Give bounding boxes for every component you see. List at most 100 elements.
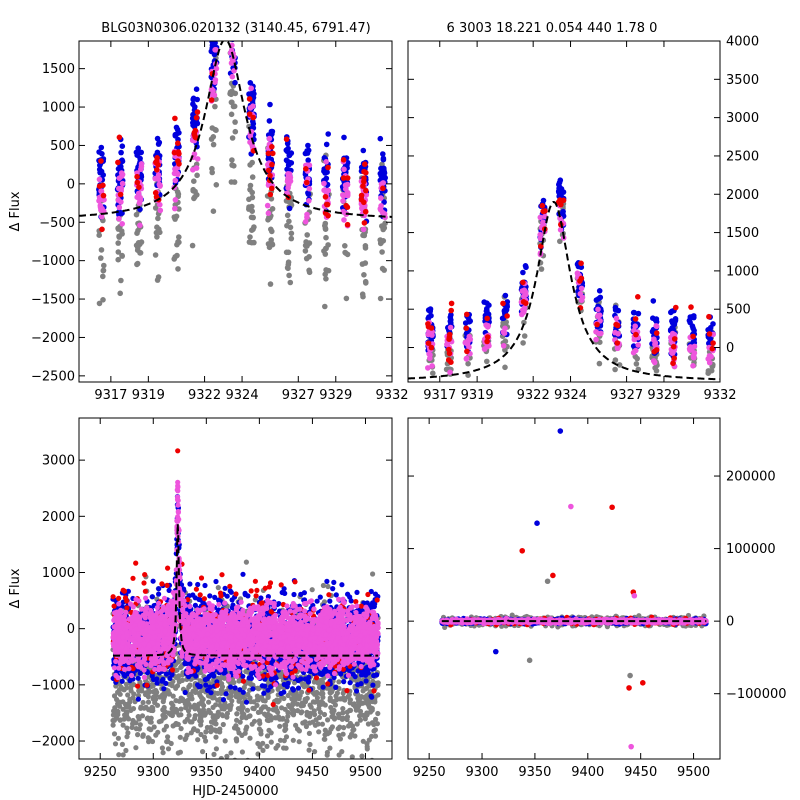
data-point xyxy=(360,293,366,300)
data-point xyxy=(224,704,230,710)
data-point xyxy=(119,252,125,259)
data-point xyxy=(425,321,431,327)
data-point xyxy=(183,699,189,705)
data-point xyxy=(122,701,128,707)
data-point xyxy=(192,706,198,712)
data-point xyxy=(596,312,603,319)
data-point xyxy=(190,167,196,173)
data-point xyxy=(342,243,348,249)
data-point xyxy=(191,178,197,184)
data-point xyxy=(340,175,347,181)
data-point xyxy=(288,230,295,237)
data-point xyxy=(710,321,716,327)
data-point xyxy=(369,694,375,700)
data-point xyxy=(373,716,379,723)
data-point xyxy=(249,174,256,180)
data-point xyxy=(172,197,179,203)
data-point xyxy=(324,201,331,208)
data-point xyxy=(307,714,313,720)
y-tick-label: 3500 xyxy=(726,73,759,88)
data-point xyxy=(209,41,215,45)
data-point xyxy=(579,294,586,301)
data-point xyxy=(372,733,379,739)
data-point xyxy=(353,678,359,684)
data-point xyxy=(484,311,490,318)
data-point xyxy=(354,688,360,694)
data-point xyxy=(134,179,141,186)
data-point xyxy=(194,109,201,115)
data-point xyxy=(360,688,366,694)
data-point xyxy=(340,731,346,737)
data-point xyxy=(360,738,366,744)
data-point xyxy=(325,212,331,219)
data-point xyxy=(137,722,143,728)
data-point xyxy=(465,372,471,379)
data-point xyxy=(304,179,310,186)
data-point xyxy=(285,261,292,268)
data-point xyxy=(135,145,141,151)
data-point xyxy=(135,732,141,738)
data-point xyxy=(290,737,296,743)
data-point xyxy=(329,709,335,715)
data-point xyxy=(201,710,207,717)
data-point xyxy=(540,208,546,215)
data-point xyxy=(119,221,125,227)
full-raw-points xyxy=(110,448,381,792)
data-point xyxy=(485,323,492,329)
data-point xyxy=(427,307,434,313)
data-point xyxy=(540,221,547,228)
data-point xyxy=(155,176,162,183)
data-point xyxy=(190,120,196,126)
data-point xyxy=(425,331,432,338)
data-point xyxy=(363,187,369,194)
data-point xyxy=(188,730,194,736)
data-point xyxy=(317,594,323,600)
data-point xyxy=(325,131,332,137)
data-point xyxy=(97,202,104,209)
data-point xyxy=(464,311,470,318)
data-point xyxy=(194,156,201,162)
data-point xyxy=(220,721,226,728)
data-point xyxy=(287,279,294,286)
data-point xyxy=(314,699,320,705)
data-point xyxy=(670,360,676,367)
data-point xyxy=(350,787,355,792)
data-point xyxy=(215,585,221,591)
data-point xyxy=(268,739,274,745)
data-point xyxy=(163,723,170,729)
data-point xyxy=(123,747,129,754)
data-point xyxy=(119,143,126,149)
data-point xyxy=(98,255,104,261)
y-tick-label: 1500 xyxy=(42,62,75,77)
data-point xyxy=(155,274,162,280)
data-point xyxy=(306,185,313,192)
data-point xyxy=(222,738,228,744)
data-point xyxy=(285,760,290,765)
data-point xyxy=(340,157,347,163)
data-point xyxy=(653,323,659,329)
data-point xyxy=(208,729,214,735)
data-point xyxy=(138,705,144,711)
zoom-raw-title: BLG03N0306.020132 (3140.45, 6791.47) xyxy=(101,21,370,36)
data-point xyxy=(267,101,273,108)
data-point xyxy=(324,578,330,585)
zoom-scaled-points xyxy=(425,177,716,382)
data-point xyxy=(208,97,215,103)
data-point xyxy=(247,735,253,741)
data-point xyxy=(140,732,146,738)
zoom-raw-points xyxy=(96,12,389,310)
data-point xyxy=(250,114,256,121)
x-tick-label: 9317 xyxy=(423,388,456,403)
data-point xyxy=(328,704,334,711)
data-point xyxy=(690,333,696,340)
data-point xyxy=(349,754,355,759)
data-point xyxy=(258,728,264,734)
data-point xyxy=(197,678,203,684)
data-point xyxy=(123,709,130,715)
data-point xyxy=(206,699,212,705)
data-point xyxy=(197,692,203,698)
data-point xyxy=(229,12,235,18)
data-point xyxy=(246,111,253,117)
data-point xyxy=(596,360,603,367)
data-point xyxy=(331,715,337,721)
